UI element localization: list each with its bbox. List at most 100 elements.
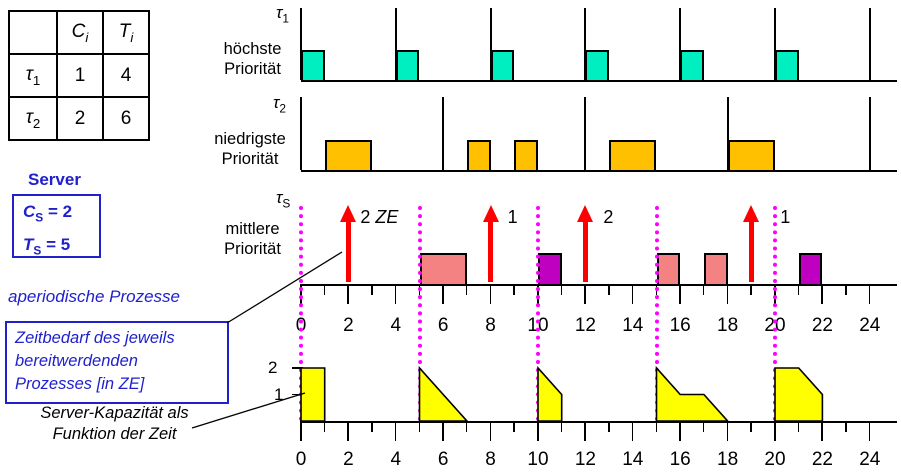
tau2-execution-block xyxy=(609,140,657,172)
capacity-axis-tick xyxy=(513,421,515,432)
capacity-axis-tick-label: 6 xyxy=(437,449,449,470)
server-execution-block xyxy=(419,253,467,286)
time-axis-tick-label: 6 xyxy=(437,315,449,336)
capacity-axis-tick-label: 20 xyxy=(764,449,786,470)
aperiodic-arrival-arrow xyxy=(748,221,754,282)
capacity-axis-tick xyxy=(608,421,610,432)
tau1-symbol: τ1 xyxy=(276,3,289,26)
time-axis-tick xyxy=(584,284,586,304)
capacity-axis-line xyxy=(301,421,897,423)
time-axis-tick-label: 18 xyxy=(717,315,739,336)
replenishment-line xyxy=(536,206,540,421)
aperiodic-arrival-arrowhead xyxy=(340,205,357,222)
capacity-axis-tick xyxy=(347,421,349,441)
time-axis-tick xyxy=(797,284,800,295)
server-execution-block xyxy=(798,253,823,286)
tau1-execution-block xyxy=(585,50,610,82)
tau1-release-line xyxy=(300,8,302,80)
capacity-shape xyxy=(655,365,730,422)
capacity-shape xyxy=(418,365,469,422)
table-header-ci: Ci xyxy=(56,10,104,55)
capacity-axis-tick xyxy=(797,421,800,432)
capacity-axis-tick xyxy=(702,421,705,432)
capacity-axis-tick-label: 0 xyxy=(295,449,307,470)
tau2-t-value: 6 xyxy=(102,96,150,141)
time-axis-tick xyxy=(442,284,444,304)
replenishment-line xyxy=(299,206,303,421)
capacity-axis-tick xyxy=(371,421,373,432)
time-axis-tick xyxy=(726,284,729,304)
time-axis-tick-label: 24 xyxy=(859,315,881,336)
time-axis-tick xyxy=(679,284,681,304)
zeitbedarf-line2: bereitwerdenden xyxy=(15,352,138,370)
capacity-axis-tick xyxy=(750,421,752,432)
capacity-axis-tick-label: 12 xyxy=(574,449,596,470)
tau2-release-line xyxy=(726,97,729,170)
time-axis-tick-label: 22 xyxy=(811,315,833,336)
server-capacity-label: Server-Kapazität als Funktion der Zeit xyxy=(22,403,207,445)
zeitbedarf-line1: Zeitbedarf des jeweils xyxy=(15,329,175,347)
capacity-axis-tick xyxy=(300,421,302,441)
tau2-execution-block xyxy=(324,140,373,172)
time-axis-tick-label: 8 xyxy=(485,315,496,336)
capacity-axis-tick xyxy=(537,421,539,441)
time-axis-tick xyxy=(513,284,515,295)
time-axis-tick xyxy=(821,284,823,304)
tau2-symbol: τ2 xyxy=(273,93,286,116)
replenishment-line xyxy=(773,206,777,421)
capacity-axis-tick xyxy=(726,421,729,441)
capacity-axis-tick xyxy=(465,421,468,432)
time-axis-tick xyxy=(560,284,563,295)
arrival-arrow-label: 1 xyxy=(507,207,518,227)
time-axis-tick xyxy=(631,284,634,304)
capacity-axis-tick-label: 24 xyxy=(859,449,881,470)
capacity-axis-tick xyxy=(774,421,776,441)
capacity-shape xyxy=(537,365,563,422)
capacity-axis-tick xyxy=(584,421,586,441)
tau1-release-line xyxy=(679,8,682,80)
tau2-baseline xyxy=(301,170,897,172)
tau2-release-line xyxy=(868,97,871,170)
server-priority-label: mittlere Priorität xyxy=(224,220,281,258)
server-execution-block xyxy=(538,253,562,286)
capacity-y-label: 2 xyxy=(268,358,278,377)
aperiodic-processes-label: aperiodische Prozesse xyxy=(8,287,180,306)
tau1-release-line xyxy=(584,8,587,80)
capacity-axis-tick xyxy=(418,421,420,432)
aperiodic-arrival-arrow xyxy=(488,221,494,282)
time-axis-tick-label: 16 xyxy=(669,315,691,336)
capacity-shape xyxy=(300,367,326,422)
table-header-ti: Ti xyxy=(102,10,150,55)
arrival-arrow-label: 2 ZE xyxy=(360,207,399,227)
tau2-priority-label: niedrigste Priorität xyxy=(214,130,286,168)
tau1-execution-block xyxy=(680,50,704,82)
time-axis-tick xyxy=(323,284,326,295)
capacity-axis-tick-label: 16 xyxy=(669,449,691,470)
tau2-execution-block xyxy=(466,140,491,172)
capacity-y-tick xyxy=(292,367,303,369)
tau2-release-line xyxy=(442,97,445,170)
capacity-axis-tick xyxy=(868,421,871,441)
tau2-execution-block xyxy=(514,140,538,172)
tau1-release-line xyxy=(394,8,397,80)
time-axis-tick xyxy=(868,284,871,304)
server-task-symbol: τS xyxy=(276,188,291,211)
capacity-axis-tick xyxy=(655,421,657,432)
aperiodic-arrival-arrowhead xyxy=(577,205,594,222)
tau2-execution-block xyxy=(727,140,775,172)
time-axis-tick xyxy=(394,284,397,304)
capacity-axis-tick-label: 2 xyxy=(343,449,354,470)
capacity-axis-tick-label: 22 xyxy=(811,449,833,470)
capacity-axis-tick xyxy=(323,421,326,432)
server-parameters-box: CS = 2 TS = 5 xyxy=(12,194,101,258)
tau1-c-value: 1 xyxy=(56,53,104,98)
zeitbedarf-line3: Prozesses [in ZE] xyxy=(15,375,145,393)
tau1-execution-block xyxy=(395,50,420,82)
tau1-priority-label: höchste Priorität xyxy=(223,40,282,78)
capacity-label-line2: Funktion der Zeit xyxy=(52,425,177,443)
time-axis-tick xyxy=(465,284,468,295)
capacity-axis-tick xyxy=(560,421,563,432)
tau1-execution-block xyxy=(490,50,515,82)
time-axis-tick xyxy=(608,284,610,295)
